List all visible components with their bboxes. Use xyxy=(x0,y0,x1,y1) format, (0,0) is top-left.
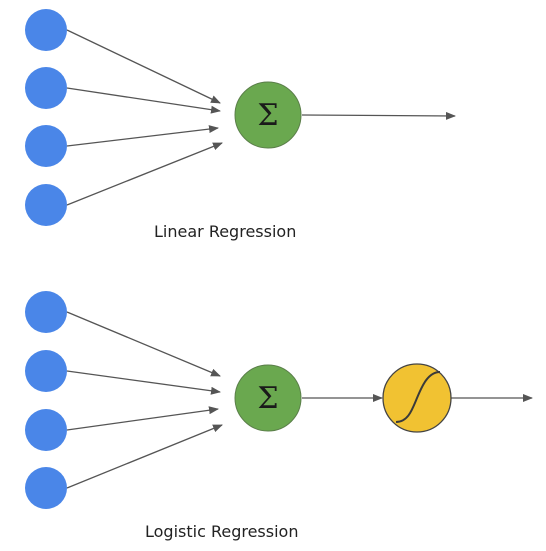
logistic-edge-1 xyxy=(66,311,221,377)
logistic-edge-2 xyxy=(66,370,221,395)
linear-output-arrow xyxy=(301,111,456,120)
linear-edge-2 xyxy=(66,87,221,114)
linear-input-node-1 xyxy=(25,9,67,51)
logistic-input-node-3 xyxy=(25,409,67,451)
linear-regression-diagram: Σ xyxy=(25,9,456,226)
logistic-edge-4 xyxy=(66,424,223,489)
linear-sum-node xyxy=(234,81,302,149)
linear-input-node-2 xyxy=(25,67,67,109)
logistic-regression-diagram: Σ xyxy=(25,291,533,509)
logistic-input-node-1 xyxy=(25,291,67,333)
sigmoid-activation-node xyxy=(382,363,452,433)
logistic-input-node-2 xyxy=(25,350,67,392)
logistic-input-node-4 xyxy=(25,467,67,509)
logistic-sum-symbol: Σ xyxy=(257,381,278,416)
logistic-regression-caption: Logistic Regression xyxy=(145,522,299,541)
linear-edge-4 xyxy=(66,142,223,206)
linear-edge-3 xyxy=(66,125,219,147)
linear-edge-1 xyxy=(66,29,221,104)
logistic-edge-3 xyxy=(66,406,219,431)
sigmoid-curve-icon xyxy=(395,371,441,423)
logistic-sum-node xyxy=(234,364,302,432)
linear-input-node-4 xyxy=(25,184,67,226)
linear-input-node-3 xyxy=(25,125,67,167)
linear-sum-symbol: Σ xyxy=(257,98,278,133)
linear-regression-caption: Linear Regression xyxy=(154,222,297,241)
